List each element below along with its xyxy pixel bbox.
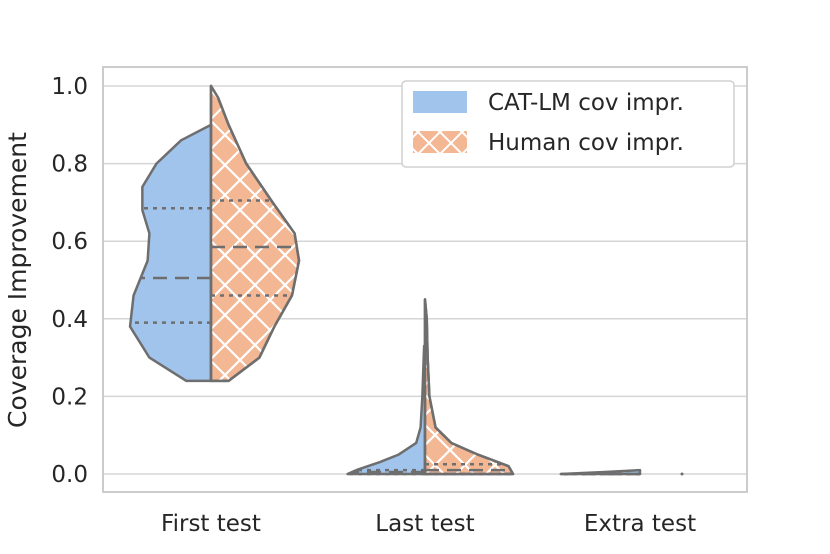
y-tick-label: 0.2 — [51, 384, 88, 410]
violin-point — [680, 472, 684, 476]
violin-cat-lm-0 — [128, 123, 213, 383]
violin-outline — [423, 298, 515, 476]
x-tick-label: First test — [161, 511, 261, 537]
legend-label-cat-lm: CAT-LM cov impr. — [488, 90, 684, 116]
violin-outline — [209, 84, 301, 383]
legend-label-human: Human cov impr. — [488, 130, 684, 156]
legend: CAT-LM cov impr. Human cov impr. — [401, 80, 735, 168]
x-tick-label: Extra test — [584, 511, 696, 537]
y-axis-ticks: 0.0 0.2 0.4 0.6 0.8 1.0 — [51, 74, 88, 488]
x-axis-ticks: First test Last test Extra test — [161, 511, 696, 537]
y-axis-label: Coverage Improvement — [3, 132, 32, 428]
y-tick-label: 1.0 — [51, 74, 88, 100]
violin-hatch — [211, 86, 299, 381]
y-tick-label: 0.4 — [51, 307, 88, 333]
x-tick-label: Last test — [375, 511, 474, 537]
legend-swatch-cat-lm — [413, 91, 467, 113]
y-tick-label: 0.0 — [51, 462, 88, 488]
violins — [128, 84, 684, 476]
y-tick-label: 0.8 — [51, 152, 88, 178]
violin-hatch — [425, 299, 513, 474]
legend-swatch-human-hatch — [413, 131, 467, 153]
y-tick-label: 0.6 — [51, 229, 88, 255]
plot-frame — [102, 66, 748, 493]
legend-frame — [401, 80, 735, 168]
